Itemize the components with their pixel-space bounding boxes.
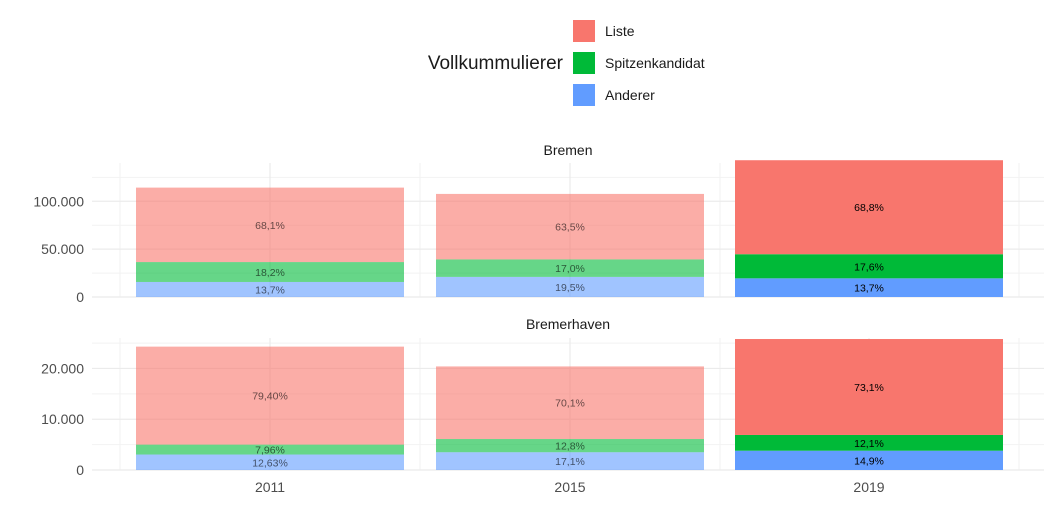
y-tick-label: 0 — [76, 289, 84, 305]
bar-anderer — [436, 276, 704, 297]
data-label: 12,1% — [854, 438, 884, 450]
y-tick-label: 50.000 — [41, 241, 84, 257]
legend-label-spitzenkandidat: Spitzenkandidat — [605, 55, 705, 71]
data-label: 70,1% — [555, 398, 585, 410]
data-label: 73,1% — [854, 382, 884, 394]
facet-panel: Bremen 0 50.000 100.000 13,7% 18,2% 68,1% 19,5%… — [33, 142, 1044, 305]
legend-label-anderer: Anderer — [605, 87, 655, 103]
y-tick-label: 0 — [76, 462, 84, 478]
data-label: 13,7% — [854, 283, 884, 295]
legend-title: Vollkummulierer — [428, 53, 564, 74]
data-label: 63,5% — [555, 222, 585, 234]
data-label: 68,1% — [255, 220, 285, 232]
legend-swatch-spitzenkandidat — [573, 52, 595, 74]
data-label: 18,2% — [255, 267, 285, 279]
data-label: 14,9% — [854, 455, 884, 467]
data-label: 17,6% — [854, 261, 884, 273]
bar-anderer — [136, 281, 404, 297]
x-tick-label: 2015 — [554, 479, 585, 495]
bar-anderer — [735, 278, 1003, 297]
facet-strip-label: Bremen — [543, 142, 592, 158]
legend-swatch-anderer — [573, 84, 595, 106]
legend-label-liste: Liste — [605, 23, 635, 39]
data-label: 68,8% — [854, 202, 884, 214]
y-tick-label: 100.000 — [33, 193, 84, 209]
legend: Vollkummulierer Liste Spitzenkandidat An… — [428, 20, 705, 106]
data-label: 17,0% — [555, 263, 585, 275]
bar-liste — [735, 339, 1003, 435]
legend-swatch-liste — [573, 20, 595, 42]
bar-liste — [136, 346, 404, 445]
y-tick-label: 10.000 — [41, 411, 84, 427]
bar-anderer — [735, 450, 1003, 470]
bar-liste — [436, 193, 704, 260]
bar-anderer — [136, 454, 404, 470]
bar-spitzenkandidat — [136, 262, 404, 282]
bar-spitzenkandidat — [436, 259, 704, 277]
bar-spitzenkandidat — [436, 439, 704, 453]
bar-spitzenkandidat — [735, 434, 1003, 451]
bar-anderer — [436, 452, 704, 470]
bar-liste — [735, 160, 1003, 255]
bar-spitzenkandidat — [735, 254, 1003, 279]
data-label: 79,40% — [252, 391, 288, 403]
facet-strip-label: Bremerhaven — [526, 316, 610, 332]
data-label: 13,7% — [255, 284, 285, 296]
data-label: 19,5% — [555, 282, 585, 294]
data-label: 7,96% — [255, 445, 285, 457]
y-tick-label: 20.000 — [41, 360, 84, 376]
bar-spitzenkandidat — [136, 444, 404, 455]
facet-panel: Bremerhaven 0 10.000 20.000 12,63%7,96% 79,40… — [41, 316, 1044, 495]
data-label: 17,1% — [555, 456, 585, 468]
facet-panels: Bremen 0 50.000 100.000 13,7% 18,2% 68,1% 19,5%… — [33, 142, 1044, 495]
data-label: 12,8% — [555, 441, 585, 453]
bar-liste — [136, 187, 404, 263]
x-tick-label: 2011 — [255, 479, 285, 495]
data-label: 12,63% — [252, 457, 288, 469]
x-tick-label: 2019 — [853, 479, 884, 495]
bar-liste — [436, 366, 704, 440]
